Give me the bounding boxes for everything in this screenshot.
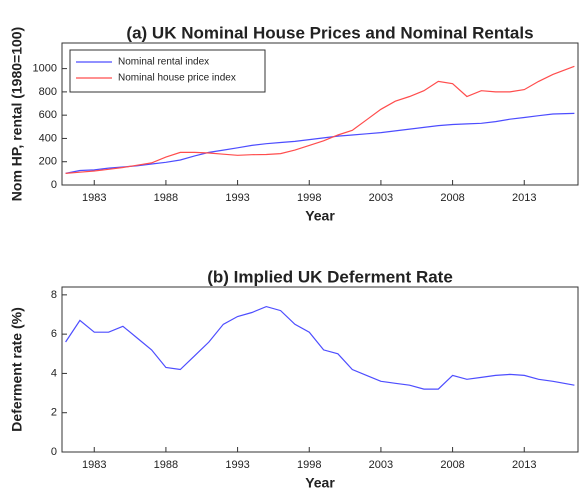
x-tick-label: 2013 bbox=[512, 192, 536, 204]
x-tick-label: 1983 bbox=[82, 459, 106, 471]
y-tick-label: 200 bbox=[39, 156, 57, 168]
legend-label: Nominal house price index bbox=[118, 73, 236, 84]
y-tick-label: 6 bbox=[51, 328, 57, 340]
y-tick-label: 4 bbox=[51, 367, 57, 379]
legend-box bbox=[69, 49, 266, 93]
legend-label: Nominal rental index bbox=[118, 57, 209, 68]
y-tick-label: 1000 bbox=[33, 63, 57, 75]
y-axis-label: Nom HP, rental (1980=100) bbox=[9, 27, 25, 201]
x-tick-label: 1988 bbox=[154, 192, 178, 204]
y-tick-label: 0 bbox=[51, 446, 57, 458]
y-tick-label: 2 bbox=[51, 407, 57, 419]
x-tick-label: 2003 bbox=[369, 459, 393, 471]
data-line bbox=[65, 305, 575, 390]
x-axis-label: Year bbox=[305, 208, 335, 224]
y-axis-label: Deferment rate (%) bbox=[9, 307, 25, 431]
axes-frame bbox=[61, 42, 579, 186]
y-tick-label: 600 bbox=[39, 109, 57, 121]
x-tick-label: 1993 bbox=[225, 459, 249, 471]
x-tick-label: 2008 bbox=[440, 459, 464, 471]
chart-title: (a) UK Nominal House Prices and Nominal … bbox=[126, 23, 533, 42]
x-tick-label: 2008 bbox=[440, 192, 464, 204]
chart-title: (b) Implied UK Deferment Rate bbox=[207, 267, 453, 286]
y-tick-label: 400 bbox=[39, 132, 57, 144]
x-tick-label: 2013 bbox=[512, 459, 536, 471]
data-line bbox=[65, 65, 575, 174]
data-line bbox=[65, 112, 575, 174]
y-tick-label: 8 bbox=[51, 289, 57, 301]
x-tick-label: 1998 bbox=[297, 459, 321, 471]
x-tick-label: 2003 bbox=[369, 192, 393, 204]
x-axis-label: Year bbox=[305, 475, 335, 488]
x-tick-label: 1998 bbox=[297, 192, 321, 204]
x-tick-label: 1993 bbox=[225, 192, 249, 204]
y-tick-label: 0 bbox=[51, 179, 57, 191]
axes-frame bbox=[61, 286, 579, 453]
plot-area bbox=[62, 287, 578, 452]
x-tick-label: 1988 bbox=[154, 459, 178, 471]
x-tick-label: 1983 bbox=[82, 192, 106, 204]
y-tick-label: 800 bbox=[39, 86, 57, 98]
